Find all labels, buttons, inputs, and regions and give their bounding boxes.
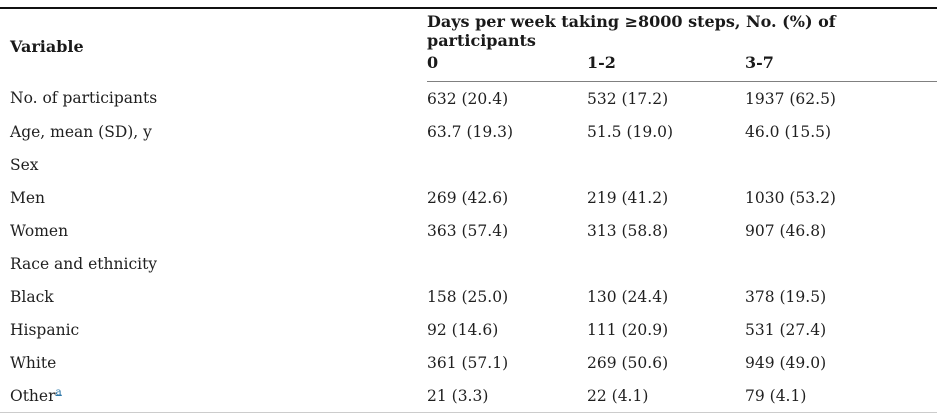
row-value-col0: 158 (25.0) (427, 287, 509, 306)
table-row: Othera 21 (3.3) 22 (4.1) 79 (4.1) (0, 379, 937, 413)
row-label: White (10, 353, 57, 372)
row-value-col0: 63.7 (19.3) (427, 122, 514, 141)
row-label: Men (10, 188, 46, 207)
table-row: Race and ethnicity (0, 247, 937, 280)
row-value-col2 (745, 148, 937, 181)
row-value-col1 (587, 247, 745, 280)
table-body: No. of participants 632 (20.4) 532 (17.2… (0, 82, 937, 413)
table-row: Black 158 (25.0) 130 (24.4) 378 (19.5) (0, 280, 937, 313)
table-row: No. of participants 632 (20.4) 532 (17.2… (0, 82, 937, 116)
row-value-col1: 269 (50.6) (587, 353, 669, 372)
row-value-col1: 130 (24.4) (587, 287, 669, 306)
row-value-col0: 92 (14.6) (427, 320, 499, 339)
row-value-col0: 632 (20.4) (427, 89, 509, 108)
row-value-col1: 111 (20.9) (587, 320, 669, 339)
column-header-0: 0 (427, 51, 587, 82)
table-row: Women 363 (57.4) 313 (58.8) 907 (46.8) (0, 214, 937, 247)
table-row: Hispanic 92 (14.6) 111 (20.9) 531 (27.4) (0, 313, 937, 346)
row-label: Sex (10, 155, 39, 174)
row-value-col1: 532 (17.2) (587, 89, 669, 108)
row-value-col1: 313 (58.8) (587, 221, 669, 240)
column-header-variable: Variable (10, 36, 84, 56)
row-label: Other (10, 386, 56, 405)
row-value-col2: 79 (4.1) (745, 386, 807, 405)
row-label: Black (10, 287, 54, 306)
table-row: Age, mean (SD), y 63.7 (19.3) 51.5 (19.0… (0, 115, 937, 148)
row-value-col0 (427, 148, 587, 181)
row-label: Women (10, 221, 69, 240)
column-group-header-steps: Days per week taking ≥8000 steps, No. (%… (427, 12, 836, 50)
row-value-col0: 363 (57.4) (427, 221, 509, 240)
row-value-col2: 1937 (62.5) (745, 89, 836, 108)
row-value-col0: 269 (42.6) (427, 188, 509, 207)
column-header-1-2: 1-2 (587, 51, 745, 82)
row-value-col1: 51.5 (19.0) (587, 122, 674, 141)
row-value-col2: 531 (27.4) (745, 320, 827, 339)
row-value-col1 (587, 148, 745, 181)
characteristics-table: Variable Days per week taking ≥8000 step… (0, 7, 937, 413)
row-label: Race and ethnicity (10, 254, 158, 273)
row-value-col0 (427, 247, 587, 280)
row-value-col2: 46.0 (15.5) (745, 122, 832, 141)
header-columns-row: 0 1-2 3-7 (0, 51, 937, 82)
footnote-marker-link[interactable]: a (55, 385, 62, 398)
row-value-col0: 361 (57.1) (427, 353, 509, 372)
table-header: Variable Days per week taking ≥8000 step… (0, 8, 937, 82)
row-label: Hispanic (10, 320, 80, 339)
header-group-row: Variable Days per week taking ≥8000 step… (0, 8, 937, 56)
table-row: Sex (0, 148, 937, 181)
column-header-3-7: 3-7 (745, 51, 937, 82)
row-value-col2 (745, 247, 937, 280)
row-value-col2: 907 (46.8) (745, 221, 827, 240)
table-row: White 361 (57.1) 269 (50.6) 949 (49.0) (0, 346, 937, 379)
table-row: Men 269 (42.6) 219 (41.2) 1030 (53.2) (0, 181, 937, 214)
row-label: No. of participants (10, 89, 158, 108)
row-value-col1: 22 (4.1) (587, 386, 649, 405)
row-label: Age, mean (SD), y (10, 122, 152, 141)
row-value-col2: 378 (19.5) (745, 287, 827, 306)
row-value-col2: 949 (49.0) (745, 353, 827, 372)
row-value-col2: 1030 (53.2) (745, 188, 836, 207)
row-value-col0: 21 (3.3) (427, 386, 489, 405)
row-value-col1: 219 (41.2) (587, 188, 669, 207)
